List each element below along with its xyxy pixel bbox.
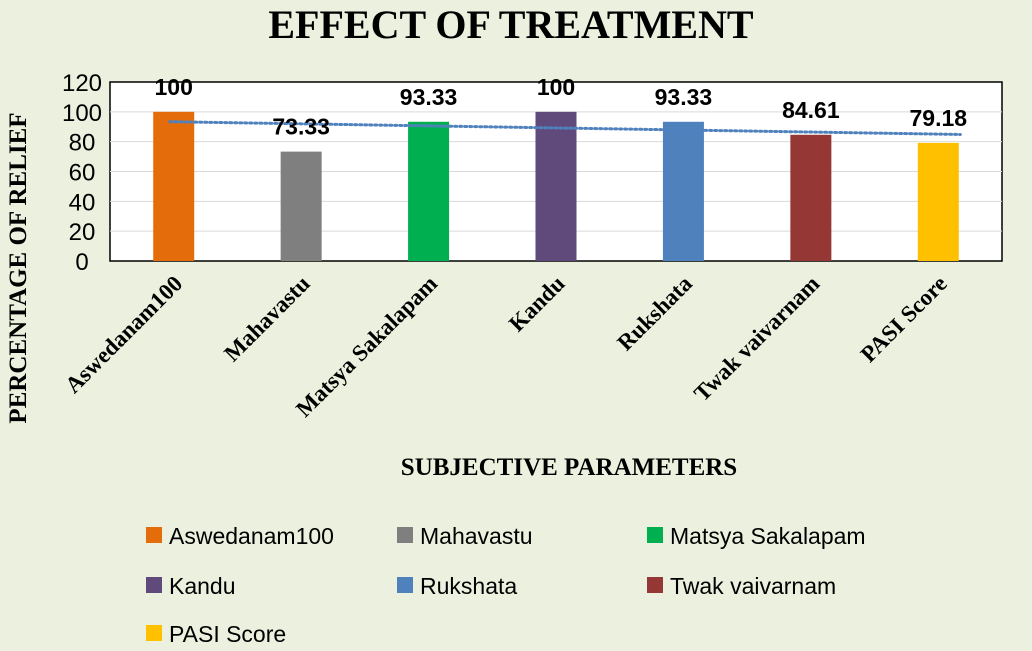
bar — [153, 111, 195, 261]
bar — [280, 151, 322, 261]
x-axis-label: SUBJECTIVE PARAMETERS — [401, 454, 737, 481]
bar — [662, 121, 704, 262]
legend-label: Aswedanam100 — [169, 523, 334, 549]
x-tick-label: Matsya Sakalapam — [291, 271, 442, 422]
legend-swatch — [146, 625, 162, 641]
bar — [790, 134, 832, 261]
data-label: 93.33 — [655, 84, 713, 110]
trendline — [168, 120, 962, 136]
x-tick-label: Twak vaivarnam — [689, 271, 824, 406]
legend-swatch — [397, 527, 413, 543]
legend-item: Rukshata — [397, 573, 517, 599]
bar — [535, 111, 577, 261]
data-label: 100 — [155, 74, 193, 100]
trendline-line — [168, 120, 962, 136]
legend-item: PASI Score — [146, 621, 286, 647]
data-label: 93.33 — [400, 84, 458, 110]
data-labels: 100 73.33 93.33 100 93.33 84.61 79.18 — [155, 74, 968, 140]
legend-swatch — [146, 577, 162, 593]
x-tick-label: PASI Score — [856, 271, 952, 367]
x-tick-label: Rukshata — [612, 271, 697, 356]
y-axis-label: PERCENTAGE OF RELIEF — [5, 112, 32, 423]
x-tick-label: Mahavastu — [219, 271, 315, 367]
y-tick-label: 60 — [69, 160, 96, 187]
bar — [917, 142, 959, 261]
y-tick-label: 20 — [69, 219, 96, 246]
bar — [408, 121, 450, 262]
y-tick-label: 40 — [69, 189, 96, 216]
legend-label: Kandu — [169, 573, 236, 599]
legend-label: Rukshata — [420, 573, 517, 599]
legend-item: Mahavastu — [397, 523, 533, 549]
y-tick-label: 120 — [62, 70, 102, 97]
legend-label: PASI Score — [169, 621, 286, 647]
y-tick-label: 80 — [69, 130, 96, 157]
x-tick-label: Kandu — [504, 271, 570, 337]
legend-swatch — [647, 527, 663, 543]
legend-label: Twak vaivarnam — [670, 573, 836, 599]
legend-item: Kandu — [146, 573, 236, 599]
legend-swatch — [397, 577, 413, 593]
legend-item: Twak vaivarnam — [647, 573, 836, 599]
y-tick-label: 0 — [75, 249, 88, 276]
data-label: 100 — [537, 74, 575, 100]
y-tick-label: 100 — [62, 100, 102, 127]
x-tick-label: Aswedanam100 — [60, 271, 187, 398]
data-label: 79.18 — [910, 105, 968, 131]
legend-label: Matsya Sakalapam — [670, 523, 866, 549]
legend: Aswedanam100 Mahavastu Matsya Sakalapam Kan… — [146, 523, 866, 647]
bars — [153, 111, 959, 262]
data-label: 84.61 — [782, 97, 840, 123]
legend-swatch — [647, 577, 663, 593]
legend-swatch — [146, 527, 162, 543]
legend-item: Matsya Sakalapam — [647, 523, 866, 549]
chart-title: EFFECT OF TREATMENT — [268, 2, 754, 47]
data-label: 73.33 — [272, 114, 330, 140]
legend-label: Mahavastu — [420, 523, 533, 549]
legend-item: Aswedanam100 — [146, 523, 334, 549]
